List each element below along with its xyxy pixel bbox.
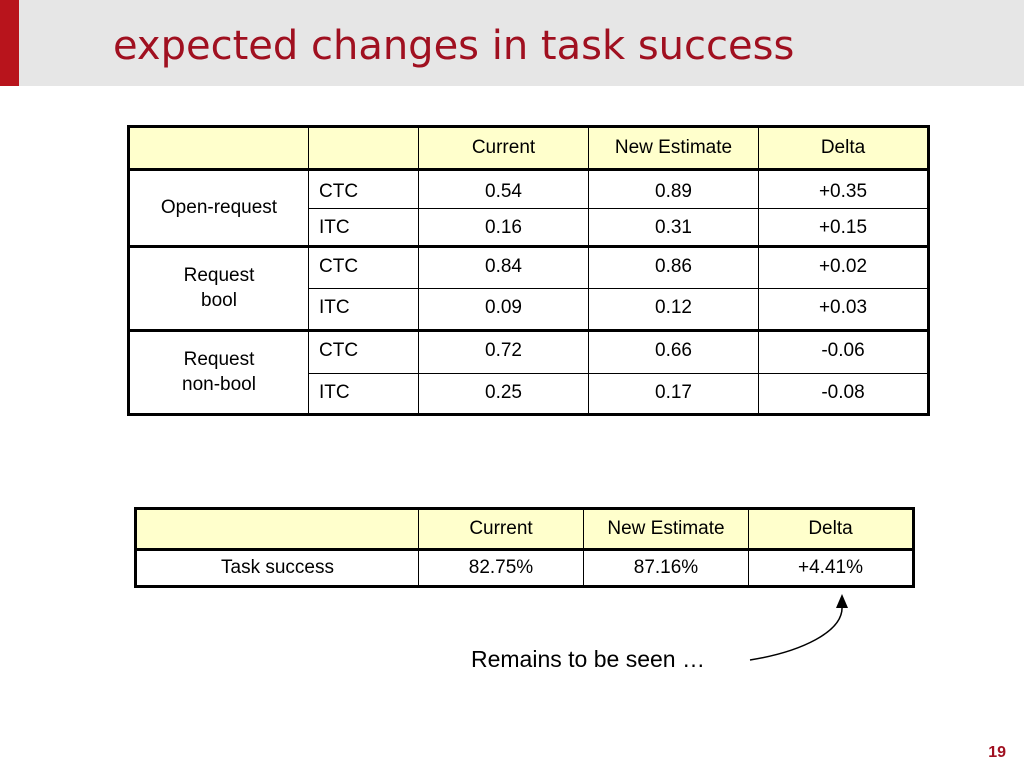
metric-cell: ITC [308,288,419,331]
group-label: Request bool [128,245,309,331]
title-accent-bar [0,0,19,86]
new-estimate-cell: 0.86 [588,245,759,289]
header-cell-delta: Delta [758,126,929,171]
callout-note: Remains to be seen … [471,646,705,672]
delta-cell: -0.08 [758,373,929,415]
table-row: Request bool CTC 0.84 0.86 +0.02 [128,245,929,331]
table-header-row: Current New Estimate Delta [128,126,929,171]
delta-cell: +0.02 [758,245,929,289]
new-estimate-cell: 0.89 [588,169,759,209]
subtask-success-table: Current New Estimate Delta Open-request … [127,125,930,416]
header-cell-empty [308,126,419,171]
delta-cell: +0.15 [758,208,929,247]
new-estimate-cell: 87.16% [583,549,749,587]
new-estimate-cell: 0.31 [588,208,759,247]
new-estimate-cell: 0.12 [588,288,759,331]
table-row: Request non-bool CTC 0.72 0.66 -0.06 [128,329,929,415]
delta-cell: +0.03 [758,288,929,331]
current-cell: 0.25 [418,373,589,415]
current-cell: 0.09 [418,288,589,331]
page-number: 19 [988,744,1006,761]
table-row: ITC 0.16 0.31 +0.15 [129,208,929,247]
new-estimate-cell: 0.17 [588,373,759,415]
delta-cell: +0.35 [758,169,929,209]
header-cell-empty [135,508,419,551]
slide-title: expected changes in task success [113,23,795,69]
metric-cell: CTC [308,245,419,289]
group-request-non-bool: Request non-bool CTC 0.72 0.66 -0.06 ITC… [128,329,929,415]
header-cell-current: Current [418,126,589,171]
group-open-request: Open-request CTC 0.54 0.89 +0.35 ITC 0.1… [128,169,929,247]
metric-cell: CTC [308,169,419,209]
current-cell: 0.54 [418,169,589,209]
delta-cell: +4.41% [748,549,914,587]
delta-cell: -0.06 [758,329,929,374]
table-header-row: Current New Estimate Delta [135,508,914,551]
header-cell-delta: Delta [748,508,914,551]
current-cell: 0.16 [418,208,589,247]
table-row: ITC 0.25 0.17 -0.08 [129,373,929,415]
group-label: Request non-bool [128,329,309,415]
table-row: ITC 0.09 0.12 +0.03 [129,288,929,331]
title-band [0,0,1024,86]
metric-cell: ITC [308,373,419,415]
callout-arrow-icon [749,594,848,661]
current-cell: 0.84 [418,245,589,289]
group-label: Open-request [128,169,309,247]
table-row: Open-request CTC 0.54 0.89 +0.35 [128,169,929,247]
current-cell: 0.72 [418,329,589,374]
group-request-bool: Request bool CTC 0.84 0.86 +0.02 ITC 0.0… [128,245,929,331]
header-cell-empty [128,126,309,171]
new-estimate-cell: 0.66 [588,329,759,374]
header-cell-new-estimate: New Estimate [583,508,749,551]
task-success-table: Current New Estimate Delta Task success … [134,507,915,588]
metric-cell: CTC [308,329,419,374]
metric-cell: ITC [308,208,419,247]
header-cell-current: Current [418,508,584,551]
header-cell-new-estimate: New Estimate [588,126,759,171]
current-cell: 82.75% [418,549,584,587]
row-label: Task success [135,549,419,587]
table-row: Task success 82.75% 87.16% +4.41% [135,549,914,587]
